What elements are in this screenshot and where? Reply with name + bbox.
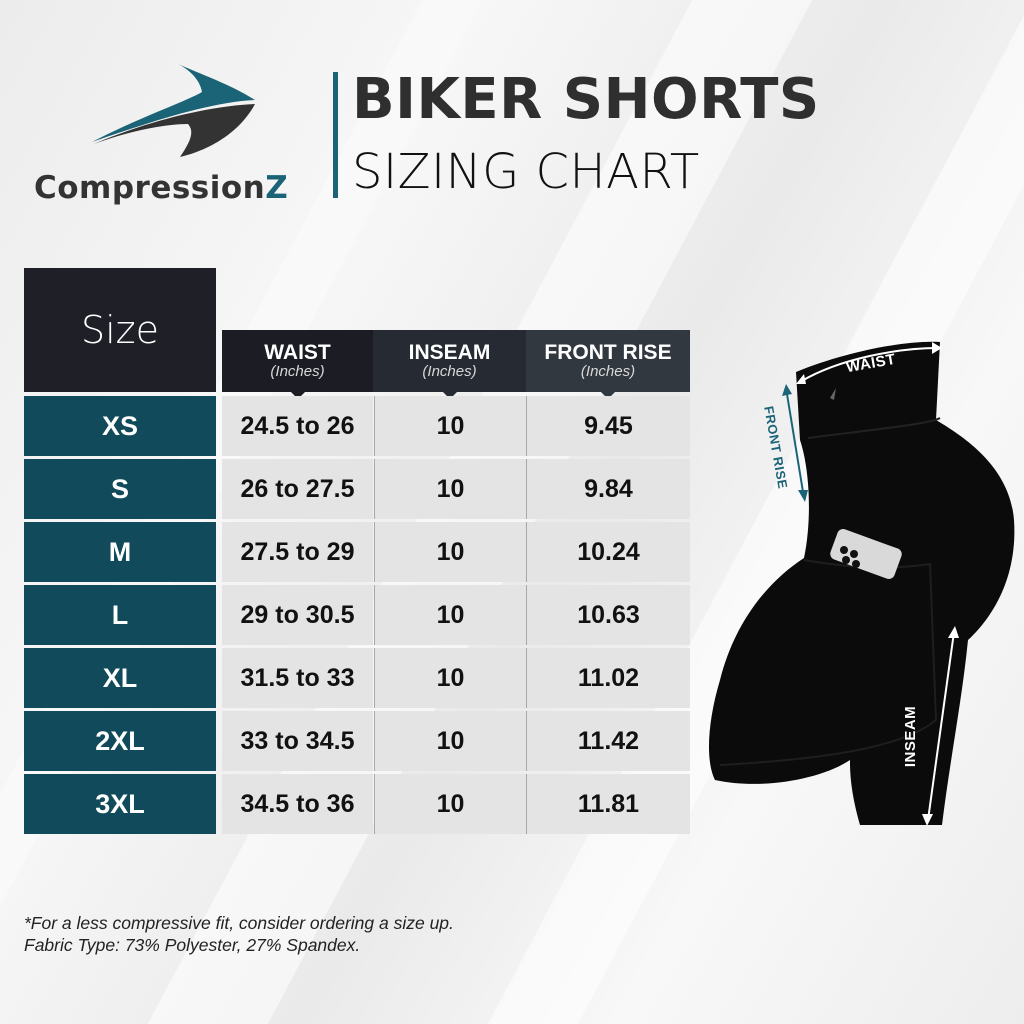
page-subtitle: SIZING CHART [352, 144, 700, 200]
brand-logo: CompressionZ [30, 62, 315, 212]
waist-column-header: WAIST (Inches) [222, 330, 373, 399]
table-row: S 26 to 27.5 10 9.84 [24, 459, 690, 519]
shorts-illustration: WAIST FRONT RISE INSEAM [700, 320, 1024, 840]
size-cell: 2XL [24, 711, 216, 771]
inseam-cell: 10 [374, 459, 526, 519]
front-rise-cell: 11.42 [526, 711, 690, 771]
front-rise-cell: 11.02 [526, 648, 690, 708]
front-rise-column-header: FRONT RISE (Inches) [526, 330, 690, 399]
inseam-cell: 10 [374, 585, 526, 645]
page-title: BIKER SHORTS [352, 67, 820, 132]
size-column-header: Size [24, 268, 216, 392]
inseam-cell: 10 [374, 774, 526, 834]
waist-cell: 33 to 34.5 [222, 711, 373, 771]
swoosh-logo-icon [92, 64, 255, 157]
size-cell: S [24, 459, 216, 519]
inseam-cell: 10 [374, 711, 526, 771]
waist-cell: 24.5 to 26 [222, 396, 373, 456]
inseam-cell: 10 [374, 396, 526, 456]
front-rise-cell: 9.84 [526, 459, 690, 519]
size-cell: L [24, 585, 216, 645]
biker-shorts-image [708, 341, 1015, 826]
inseam-column-header: INSEAM (Inches) [373, 330, 526, 399]
front-rise-cell: 10.24 [526, 522, 690, 582]
inseam-cell: 10 [374, 648, 526, 708]
table-row: 3XL 34.5 to 36 10 11.81 [24, 774, 690, 834]
size-cell: XL [24, 648, 216, 708]
table-row: XS 24.5 to 26 10 9.45 [24, 396, 690, 456]
waist-cell: 26 to 27.5 [222, 459, 373, 519]
size-cell: 3XL [24, 774, 216, 834]
table-row: 2XL 33 to 34.5 10 11.42 [24, 711, 690, 771]
inseam-cell: 10 [374, 522, 526, 582]
waist-cell: 34.5 to 36 [222, 774, 373, 834]
sizing-note: *For a less compressive fit, consider or… [24, 913, 454, 933]
waist-cell: 27.5 to 29 [222, 522, 373, 582]
waist-cell: 29 to 30.5 [222, 585, 373, 645]
front-rise-cell: 9.45 [526, 396, 690, 456]
waist-cell: 31.5 to 33 [222, 648, 373, 708]
title-accent-bar [333, 72, 338, 198]
brand-name: CompressionZ [34, 170, 289, 206]
size-cell: XS [24, 396, 216, 456]
table-row: L 29 to 30.5 10 10.63 [24, 585, 690, 645]
fabric-note: Fabric Type: 73% Polyester, 27% Spandex. [24, 935, 361, 955]
table-row: XL 31.5 to 33 10 11.02 [24, 648, 690, 708]
inseam-measure-label: INSEAM [902, 705, 920, 768]
front-rise-cell: 10.63 [526, 585, 690, 645]
table-row: M 27.5 to 29 10 10.24 [24, 522, 690, 582]
size-cell: M [24, 522, 216, 582]
footnotes: *For a less compressive fit, consider or… [24, 912, 454, 956]
front-rise-cell: 11.81 [526, 774, 690, 834]
